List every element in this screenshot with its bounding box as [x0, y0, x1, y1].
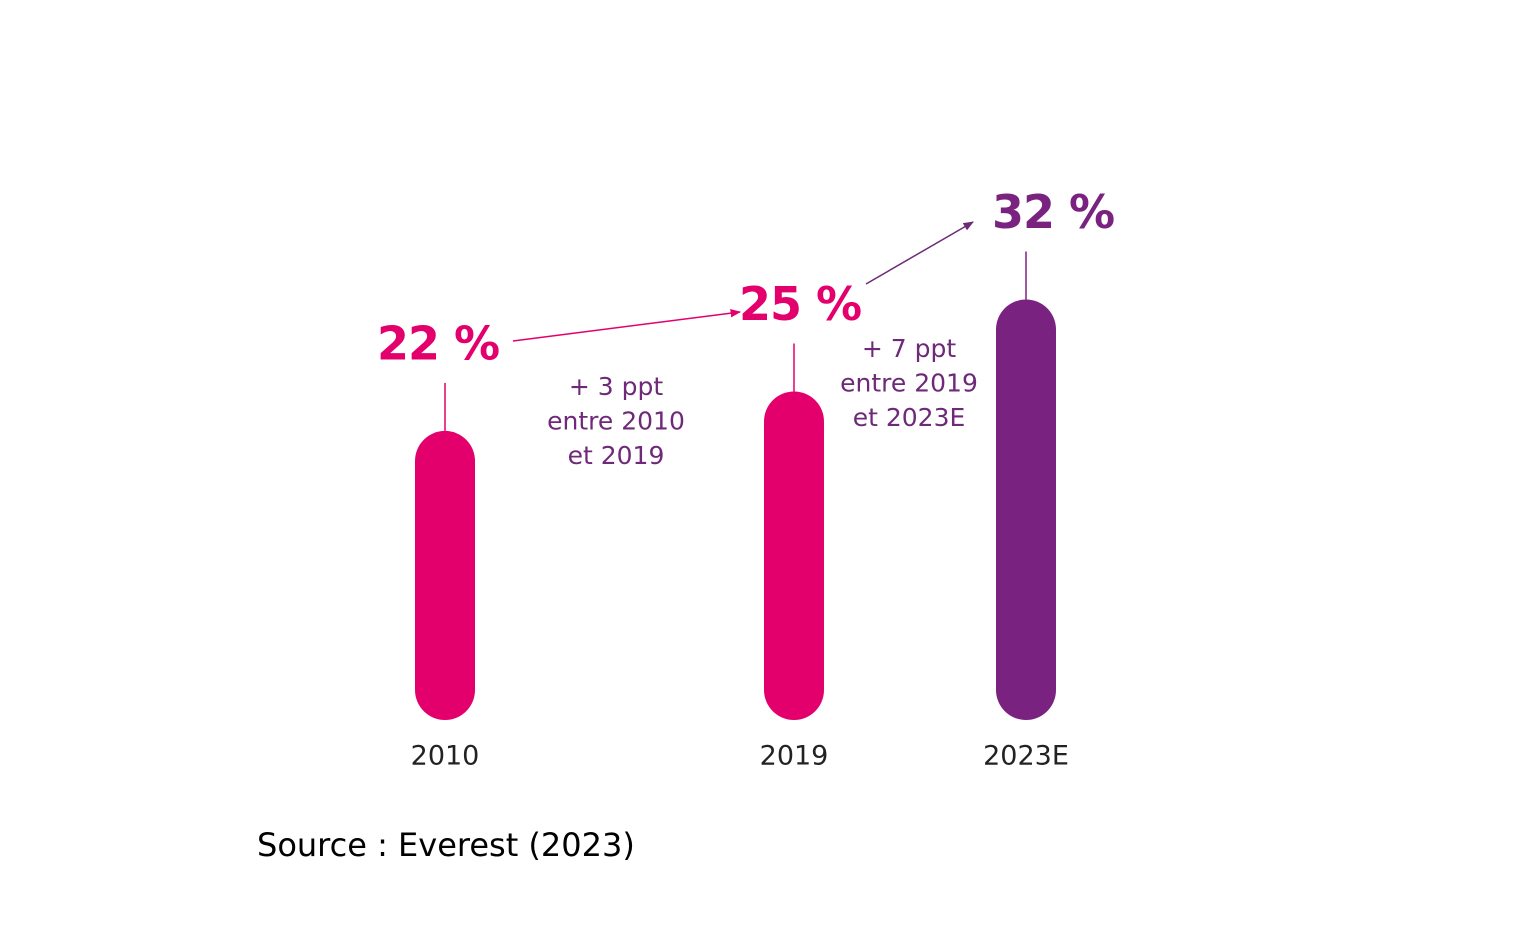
arrow — [512, 309, 742, 342]
bar — [996, 299, 1056, 720]
bar — [415, 430, 475, 720]
annotation: + 3 ppt — [569, 372, 663, 401]
value-label: 32 % — [992, 185, 1114, 239]
x-tick-label: 2023E — [983, 741, 1069, 772]
x-tick-label: 2010 — [411, 741, 480, 772]
annotation: entre 2010 — [547, 407, 685, 436]
arrow — [865, 221, 974, 285]
annotation: entre 2019 — [840, 369, 978, 398]
bar — [764, 391, 824, 720]
annotation: + 7 ppt — [862, 334, 956, 363]
source: Source : Everest (2023) — [257, 826, 635, 864]
annotation: et 2019 — [568, 441, 665, 470]
value-label: 22 % — [377, 316, 499, 370]
x-tick-label: 2019 — [760, 741, 829, 772]
annotation: et 2023E — [853, 403, 966, 432]
value-label: 25 % — [739, 277, 861, 331]
